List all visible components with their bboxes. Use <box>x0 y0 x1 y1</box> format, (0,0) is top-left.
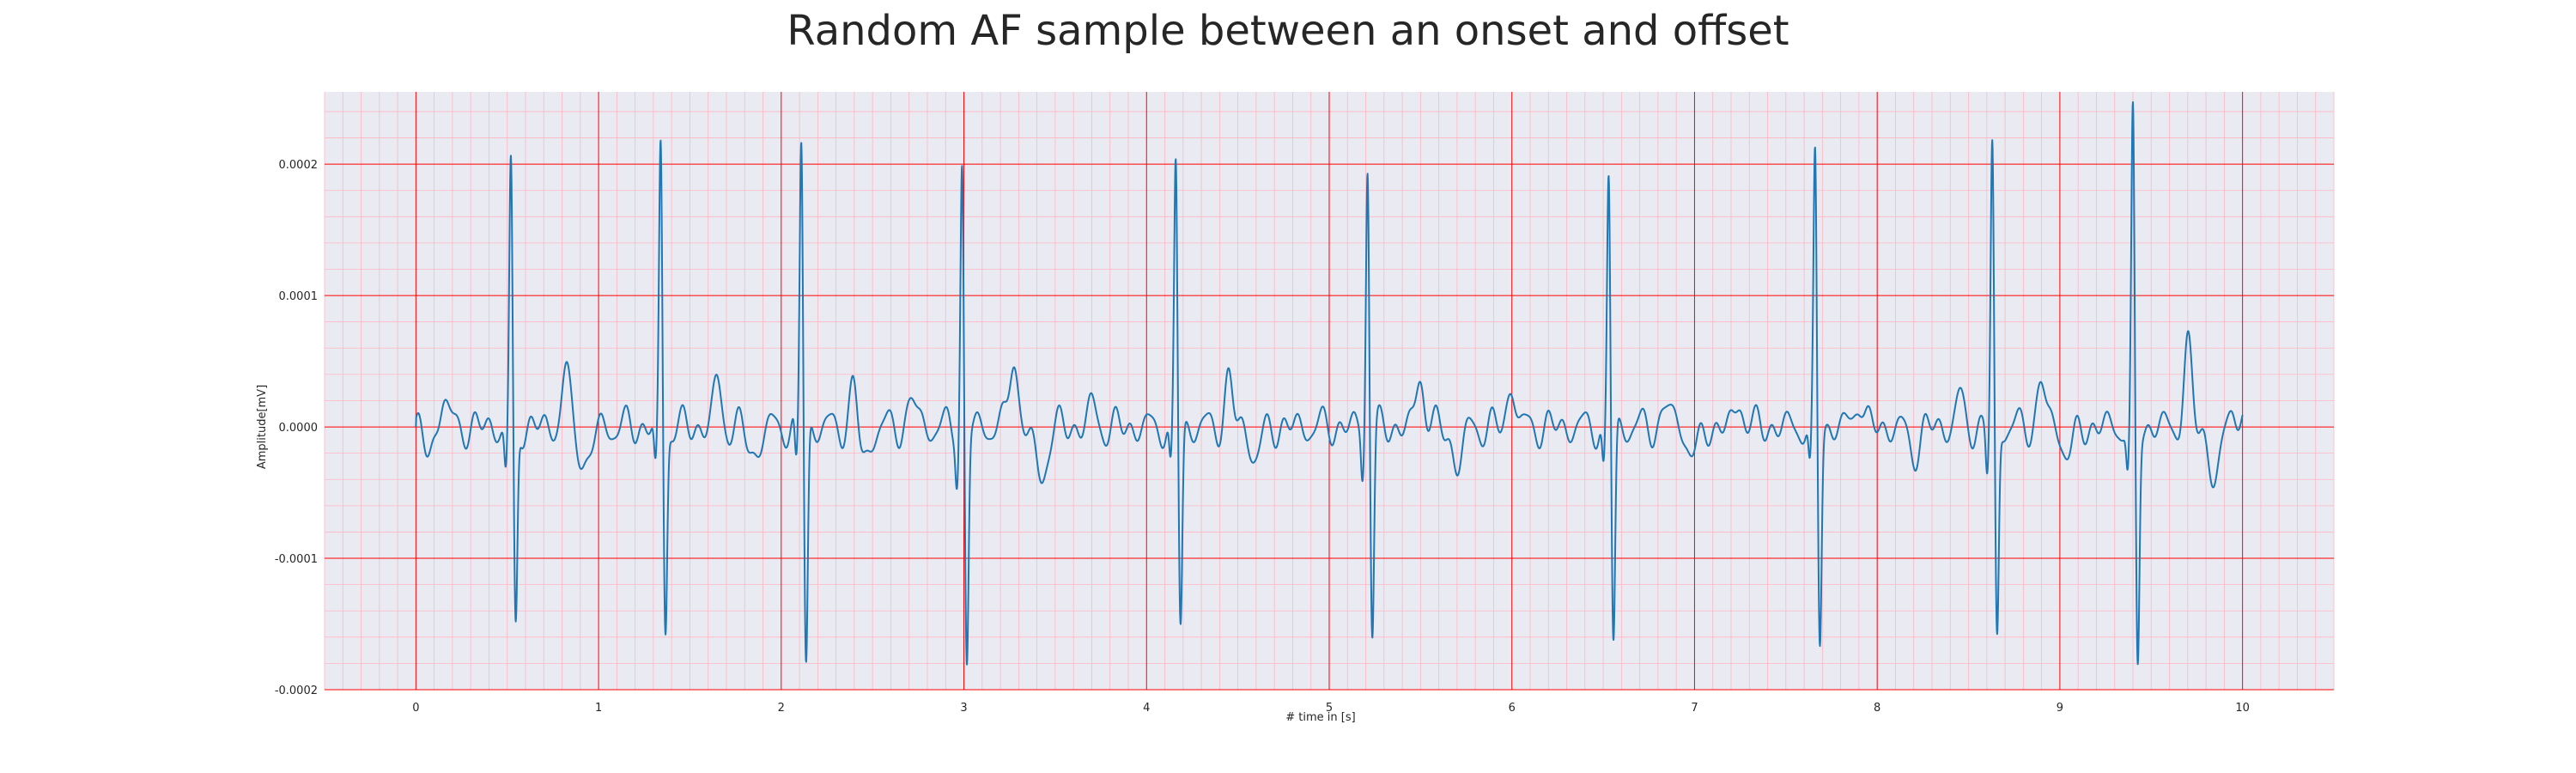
y-tick-label: -0.0001 <box>275 553 318 566</box>
major-grid <box>325 92 2334 691</box>
x-tick-label: 8 <box>1874 702 1880 715</box>
x-axis-label: # time in [s] <box>1285 711 1355 724</box>
x-tick-label: 9 <box>2057 702 2063 715</box>
x-tick-label: 3 <box>960 702 967 715</box>
x-tick-label: 10 <box>2235 702 2250 715</box>
x-tick-label: 4 <box>1143 702 1150 715</box>
y-tick-label: 0.0000 <box>279 422 319 435</box>
chart-title: Random AF sample between an onset and of… <box>787 7 1789 55</box>
x-tick-label: 7 <box>1691 702 1698 715</box>
x-tick-label: 6 <box>1509 702 1516 715</box>
y-axis-label: Amplitude[mV] <box>256 385 269 469</box>
x-axis-ticks: 0 1 2 3 4 5 6 7 8 9 10 <box>412 702 2250 715</box>
y-tick-label: -0.0002 <box>275 685 318 697</box>
x-tick-label: 5 <box>1326 702 1333 715</box>
ecg-signal-line <box>415 100 2244 666</box>
y-axis-ticks: 0.0002 0.0001 0.0000 -0.0001 -0.0002 <box>275 159 318 697</box>
x-tick-label: 1 <box>595 702 602 715</box>
y-tick-label: 0.0001 <box>279 290 319 303</box>
x-tick-label: 2 <box>778 702 785 715</box>
y-tick-label: 0.0002 <box>279 159 319 172</box>
x-tick-label: 0 <box>412 702 419 715</box>
